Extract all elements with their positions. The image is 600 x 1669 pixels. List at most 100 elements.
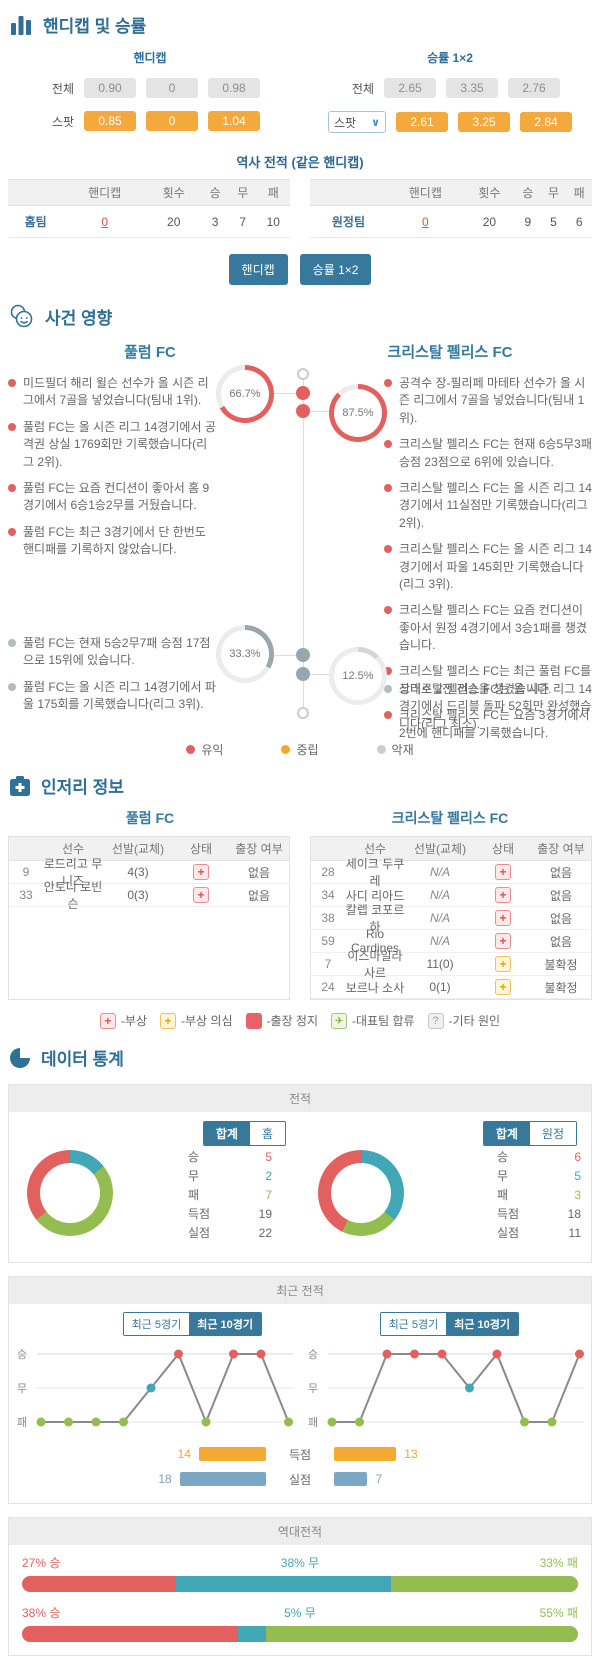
starts-subs: N/A bbox=[429, 934, 450, 948]
events-body: 풀럼 FC 크리스탈 펠리스 FC 미드필더 해리 윌슨 선수가 올 시즌 리그… bbox=[0, 339, 600, 761]
timeline-dot-home-negative bbox=[296, 648, 310, 662]
home-wins: 5 bbox=[265, 1150, 272, 1164]
tab-last10[interactable]: 최근 10경기 bbox=[189, 1313, 261, 1335]
negative-dot-icon bbox=[376, 745, 386, 754]
away-team-label: 원정팀 bbox=[310, 205, 387, 238]
event-bullet: 크리스탈 펠리스 FC는 요즘 컨디션이 좋아서 원정 4경기에서 3승1패를 … bbox=[384, 602, 594, 654]
legend-label: -대표팀 합류 bbox=[352, 1014, 415, 1028]
legend-item: ✈ -대표팀 합류 bbox=[331, 1012, 415, 1029]
events-legend: 유익 중립 악재 bbox=[0, 741, 600, 758]
event-bullet: 풀럼 FC는 올 시즌 리그 14경기에서 공격권 상실 1769회만 기록했습… bbox=[8, 419, 218, 471]
tab-away[interactable]: 원정 bbox=[529, 1122, 576, 1145]
availability: 없음 bbox=[549, 911, 573, 926]
home-conceded-value: 18 bbox=[158, 1472, 172, 1486]
handicap-tab-button[interactable]: 핸디캡 bbox=[228, 254, 288, 285]
event-bullet: 풀럼 FC는 최근 3경기에서 단 한번도 핸디패를 기록하지 않았습니다. bbox=[8, 524, 218, 559]
h2h-stacked-bar bbox=[22, 1576, 578, 1592]
column-header: 상태 bbox=[491, 842, 515, 856]
winrate-spot-2: 2.84 bbox=[520, 112, 572, 132]
tab-home[interactable]: 홈 bbox=[249, 1122, 285, 1145]
connector bbox=[310, 411, 330, 412]
svg-text:무: 무 bbox=[17, 1383, 27, 1395]
h2h-draw-label: 5% 무 bbox=[284, 1606, 316, 1620]
player-name: 안토니 로빈슨 bbox=[43, 880, 103, 911]
home-team-label: 홈팀 bbox=[8, 205, 64, 238]
home-losses: 7 bbox=[265, 1188, 272, 1202]
col-draw: 무 bbox=[540, 179, 567, 206]
positive-dot-icon bbox=[384, 379, 392, 387]
positive-dot-icon bbox=[186, 745, 196, 754]
h2h-stacked-bar bbox=[22, 1626, 578, 1642]
odds-section: 핸디캡 및 승률 핸디캡 전체 0.90 0 0.98 스팟 0.85 0 1.… bbox=[0, 0, 600, 285]
medkit-icon bbox=[8, 774, 32, 798]
away-positive-pct: 87.5% bbox=[342, 407, 374, 419]
injury-plus-red-icon: + bbox=[495, 910, 511, 926]
tab-last5[interactable]: 최근 5경기 bbox=[123, 1313, 190, 1335]
connector bbox=[310, 674, 330, 675]
away-handicap-link[interactable]: 0 bbox=[421, 214, 429, 229]
away-conceded-bar bbox=[333, 1472, 368, 1486]
col-win: 승 bbox=[515, 179, 541, 206]
home-scored: 19 bbox=[258, 1207, 272, 1221]
pie-chart-icon bbox=[8, 1045, 32, 1070]
scored-label: 득점 bbox=[288, 1447, 312, 1462]
home-positive-list: 미드필더 해리 윌슨 선수가 올 시즌 리그에서 7골을 넣었습니다(팀내 1위… bbox=[8, 375, 218, 568]
event-bullet-text: 크리스탈 펠리스 FC는 올 시즌 리그 14경기에서 파울 145회만 기록했… bbox=[399, 542, 592, 591]
event-bullet: 크리스탈 펠리스 FC는 현재 6승5무3패 승점 23점으로 6위에 있습니다… bbox=[384, 436, 594, 471]
tab-total[interactable]: 합계 bbox=[483, 1122, 530, 1145]
positive-dot-icon bbox=[384, 606, 392, 615]
handicap-title: 핸디캡 bbox=[133, 51, 167, 65]
column-header: 출장 여부 bbox=[235, 842, 283, 856]
tab-total[interactable]: 합계 bbox=[203, 1122, 250, 1145]
tab-last5[interactable]: 최근 5경기 bbox=[380, 1313, 447, 1335]
connector bbox=[274, 655, 297, 656]
availability: 불확정 bbox=[544, 957, 578, 972]
svg-text:패: 패 bbox=[308, 1416, 318, 1429]
h2h-panel-title: 역대전적 bbox=[9, 1518, 591, 1545]
tab-last10[interactable]: 최근 10경기 bbox=[446, 1313, 518, 1335]
spot-select-dropdown[interactable]: 스팟 ∨ bbox=[328, 111, 386, 133]
legend-label: 악재 bbox=[391, 743, 414, 757]
away-record-toggle: 합계 원정 bbox=[482, 1121, 577, 1146]
player-number: 59 bbox=[321, 934, 335, 948]
col-draw: 무 bbox=[228, 179, 257, 206]
winrate-total-2: 2.76 bbox=[508, 78, 560, 98]
winrate-total-1: 2.65 bbox=[384, 78, 436, 98]
away-positive-donut: 87.5% bbox=[329, 384, 387, 442]
injury-row: 59 Rio Cardines N/A + 없음 bbox=[311, 927, 591, 955]
col-handicap: 핸디캡 bbox=[386, 179, 464, 206]
svg-text:승: 승 bbox=[17, 1348, 27, 1361]
col-count: 횟수 bbox=[463, 179, 516, 206]
svg-text:승: 승 bbox=[308, 1348, 318, 1361]
positive-dot-icon bbox=[384, 667, 392, 676]
injury-section: 인저리 정보 풀럼 FC 크리스탈 펠리스 FC 선수 선발(교체) 상태 출장 여부… bbox=[0, 761, 600, 1029]
column-header: 상태 bbox=[189, 842, 213, 856]
h2h-loss-label: 33% 패 bbox=[539, 1556, 578, 1570]
home-handicap-link[interactable]: 0 bbox=[101, 214, 108, 229]
table-row: 원정팀 0 20 9 5 6 bbox=[310, 205, 592, 238]
faces-icon bbox=[8, 303, 36, 329]
injury-plus-red-icon: + bbox=[495, 887, 511, 903]
home-scored-value: 14 bbox=[177, 1447, 191, 1461]
winrate-tab-button[interactable]: 승률 1×2 bbox=[299, 254, 372, 285]
winrate-spot-1: 2.61 bbox=[396, 112, 448, 132]
player-name: 이스마일라 사르 bbox=[347, 949, 403, 980]
event-bullet-text: 크리스탈 펠리스 FC는 요즘 3경기에서 2번에 핸디패를 기록했습니다. bbox=[399, 708, 590, 740]
home-negative-pct: 33.3% bbox=[229, 648, 261, 660]
h2h-row-away: 38% 승 5% 무 55% 패 bbox=[9, 1595, 591, 1645]
injury-plus-red-icon: + bbox=[193, 887, 209, 903]
availability: 없음 bbox=[549, 888, 573, 903]
negative-dot-icon bbox=[8, 682, 16, 691]
record-panel-title: 전적 bbox=[9, 1085, 591, 1112]
player-number: 33 bbox=[19, 888, 33, 902]
total-label: 전체 bbox=[351, 81, 374, 96]
positive-dot-icon bbox=[8, 483, 16, 492]
h2h-loss-label: 55% 패 bbox=[539, 1606, 578, 1620]
injury-plus-red-icon: + bbox=[495, 864, 511, 880]
away-negative-donut: 12.5% bbox=[329, 647, 387, 705]
event-bullet-text: 크리스탈 펠리스 FC는 올 시즌 리그 14경기에서 드리블 돌파 52회만 … bbox=[399, 682, 592, 731]
